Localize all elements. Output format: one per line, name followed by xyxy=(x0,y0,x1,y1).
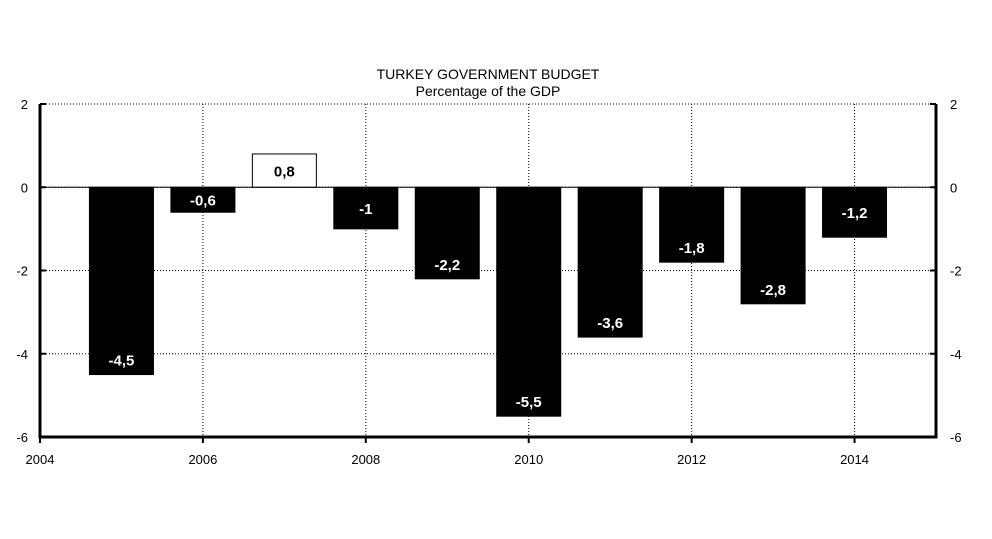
data-label-2012: -1,8 xyxy=(679,240,705,257)
bar-2010 xyxy=(497,187,561,416)
data-label-2011: -3,6 xyxy=(597,315,623,332)
data-label-2014: -1,2 xyxy=(842,205,868,222)
y-tick-label-right: 0 xyxy=(950,180,957,195)
y-tick-label-right: -6 xyxy=(950,430,962,445)
y-tick-label-right: 2 xyxy=(950,97,957,112)
data-label-2013: -2,8 xyxy=(760,282,786,299)
x-tick-label: 2004 xyxy=(26,452,55,467)
y-tick-label-right: -2 xyxy=(950,264,962,279)
data-label-2005: -4,5 xyxy=(109,353,135,370)
x-tick-label: 2012 xyxy=(677,452,706,467)
x-tick-label: 2006 xyxy=(188,452,217,467)
y-tick-label-left: -2 xyxy=(16,264,28,279)
x-tick-label: 2008 xyxy=(351,452,380,467)
y-tick-label-left: -4 xyxy=(16,347,28,362)
data-label-2010: -5,5 xyxy=(516,394,542,411)
x-tick-label: 2014 xyxy=(840,452,869,467)
y-tick-label-left: 0 xyxy=(21,180,28,195)
data-label-2008: -1 xyxy=(359,201,372,218)
data-label-2009: -2,2 xyxy=(434,257,460,274)
x-tick-label: 2010 xyxy=(514,452,543,467)
bar-2005 xyxy=(89,187,153,374)
y-tick-label-right: -4 xyxy=(950,347,962,362)
y-tick-label-left: 2 xyxy=(21,97,28,112)
data-label-2007: 0,8 xyxy=(274,164,295,181)
data-label-2006: -0,6 xyxy=(190,193,216,210)
y-tick-label-left: -6 xyxy=(16,430,28,445)
axes: 2 2 0 0 -2 -2 -4 -4 -6 -6 2004 2006 2008 2010 2012 2014 xyxy=(16,97,961,467)
